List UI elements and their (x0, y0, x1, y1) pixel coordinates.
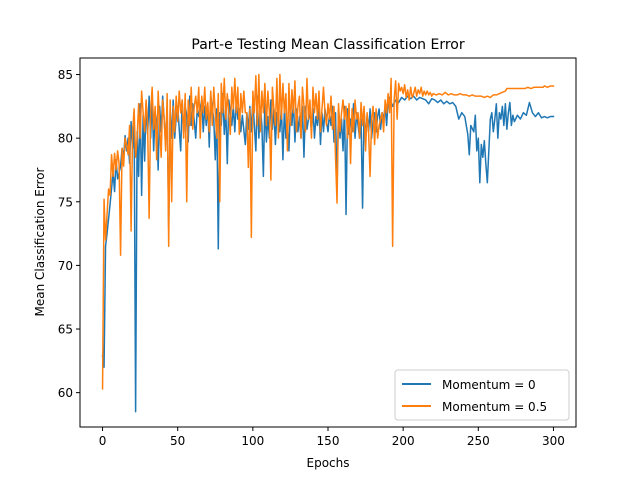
legend-label-momentum-05: Momentum = 0.5 (442, 400, 547, 414)
legend-label-momentum-0: Momentum = 0 (442, 378, 536, 392)
series-layer (101, 73, 555, 413)
x-axis-label: Epochs (307, 456, 350, 470)
x-tick-label: 300 (542, 434, 565, 448)
y-axis-label: Mean Classification Error (33, 167, 47, 316)
series-line-momentum-05 (101, 73, 555, 390)
y-tick-label: 70 (58, 259, 73, 273)
chart-title: Part-e Testing Mean Classification Error (191, 37, 464, 53)
y-axis: 60 65 70 75 80 85 (58, 68, 80, 400)
legend-box (394, 369, 570, 421)
legend: Momentum = 0 Momentum = 0.5 (394, 369, 570, 421)
y-tick-label: 80 (58, 132, 73, 146)
x-tick-label: 0 (99, 434, 107, 448)
x-tick-label: 100 (241, 434, 264, 448)
y-tick-label: 85 (58, 68, 73, 82)
x-tick-label: 200 (392, 434, 415, 448)
y-tick-label: 65 (58, 323, 73, 337)
x-axis: 0 50 100 150 200 250 300 (99, 427, 565, 448)
x-tick-label: 250 (467, 434, 490, 448)
y-tick-label: 60 (58, 386, 73, 400)
y-tick-label: 75 (58, 195, 73, 209)
x-tick-label: 50 (170, 434, 185, 448)
x-tick-label: 150 (317, 434, 340, 448)
